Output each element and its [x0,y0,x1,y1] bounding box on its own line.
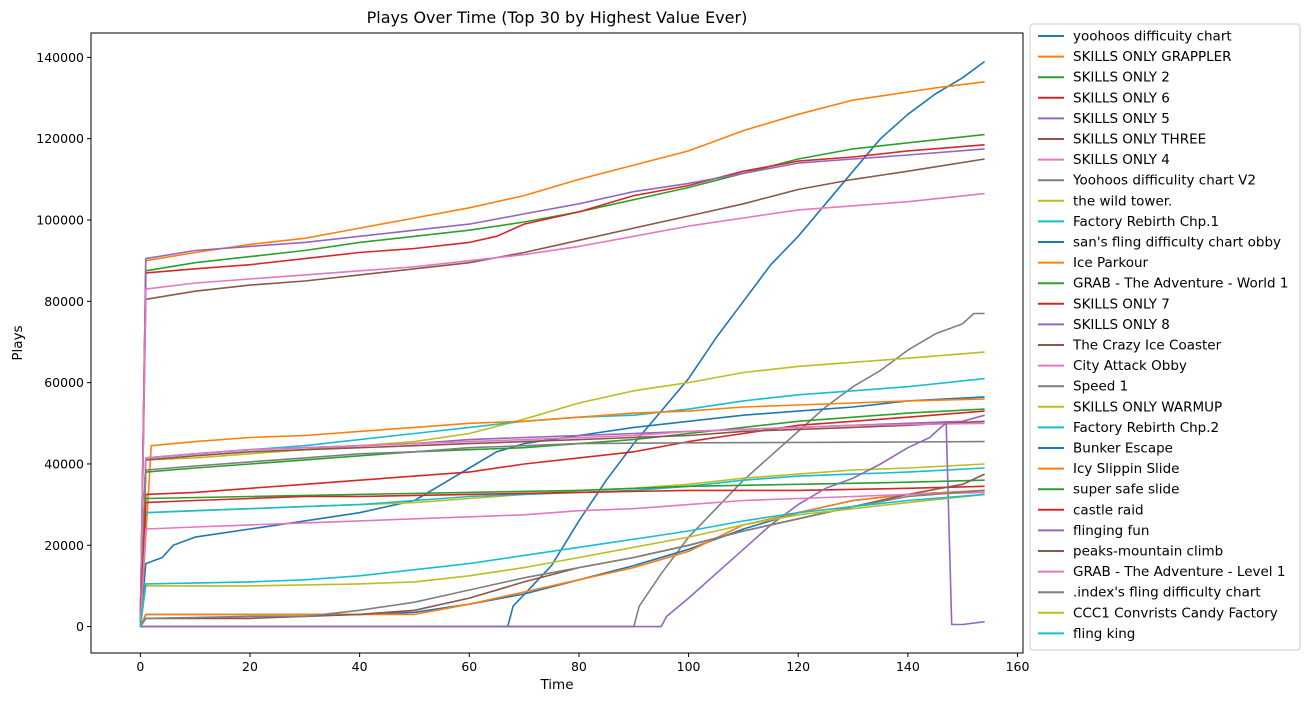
series-line-28 [139,493,985,627]
series-line-22 [139,479,985,627]
y-tick-label-7: 140000 [36,50,84,65]
legend: yoohoos difficuity chart SKILLS ONLY GRAP… [1029,23,1301,651]
legend-label-18: SKILLS ONLY WARMUP [1073,399,1222,415]
series-line-24 [140,422,985,628]
legend-label-22: super safe slide [1073,482,1179,498]
series-line-13 [139,410,985,627]
series-line-18 [139,463,985,627]
x-tick-label-1: 20 [242,659,258,674]
x-tick-label-5: 100 [677,659,701,674]
legend-label-20: Bunker Escape [1073,441,1173,457]
legend-label-1: SKILLS ONLY GRAPPLER [1073,49,1232,65]
y-axis: 0 20000 40000 60000 80000 100000 120000 140000 [36,50,91,634]
series-line-15 [139,420,985,627]
y-tick-label-6: 120000 [36,131,84,146]
legend-label-29: fling king [1073,626,1135,642]
legend-label-13: SKILLS ONLY 7 [1073,296,1170,312]
series-line-29 [139,493,985,627]
legend-label-7: Yoohoos difficulity chart V2 [1072,173,1256,189]
series-line-0 [140,60,986,628]
plot-frame [90,32,1024,654]
legend-label-15: The Crazy Ice Coaster [1072,338,1222,354]
legend-label-16: City Attack Obby [1073,358,1187,374]
series-line-7 [140,312,985,628]
legend-label-24: flinging fun [1073,523,1149,539]
legend-label-0: yoohoos difficuity chart [1073,29,1232,45]
series-line-8 [139,351,985,627]
series-line-21 [139,489,985,627]
plot-lines [139,60,986,628]
y-tick-label-0: 0 [76,619,84,634]
y-tick-label-2: 40000 [44,456,84,471]
series-line-19 [139,467,985,627]
x-tick-label-0: 0 [136,659,144,674]
legend-label-28: CCC1 Convrists Candy Factory [1073,605,1278,621]
series-line-10 [139,396,985,627]
series-line-20 [139,489,985,627]
x-tick-label-4: 80 [571,659,587,674]
legend-label-11: Ice Parkour [1073,255,1149,271]
legend-label-14: SKILLS ONLY 8 [1073,317,1170,333]
x-tick-label-8: 160 [1006,659,1030,674]
legend-label-3: SKILLS ONLY 6 [1073,90,1170,106]
legend-label-2: SKILLS ONLY 2 [1073,70,1170,86]
series-line-6 [139,192,985,627]
series-line-23 [139,485,985,627]
x-tick-label-2: 40 [352,659,368,674]
series-line-11 [139,398,985,627]
legend-label-12: GRAB - The Adventure - World 1 [1073,276,1289,292]
series-line-9 [139,377,985,627]
legend-label-6: SKILLS ONLY 4 [1073,152,1170,168]
legend-label-10: san's fling difficulty chart obby [1073,235,1281,251]
legend-label-21: Icy Slippin Slide [1073,461,1179,477]
y-tick-label-4: 80000 [44,294,84,309]
series-line-14 [139,414,985,627]
series-line-5 [139,158,985,627]
legend-label-17: Speed 1 [1073,379,1128,395]
series-line-17 [139,440,985,627]
series-line-12 [139,408,985,627]
y-axis-label: Plays [10,325,26,360]
series-line-27 [139,489,985,628]
series-line-4 [139,148,985,627]
x-tick-label-6: 120 [786,659,810,674]
y-tick-label-1: 20000 [44,538,84,553]
x-tick-label-3: 60 [461,659,477,674]
legend-label-27: .index's fling difficulty chart [1073,585,1261,601]
legend-label-19: Factory Rebirth Chp.2 [1073,420,1219,436]
series-line-2 [139,133,985,627]
series-line-3 [139,144,985,627]
x-axis: 0 20 40 60 80 100 120 140 160 [136,653,1029,674]
legend-label-5: SKILLS ONLY THREE [1073,132,1206,148]
series-line-16 [139,422,985,627]
x-axis-label: Time [539,677,573,693]
legend-label-8: the wild tower. [1073,193,1172,209]
legend-box [1029,23,1301,651]
chart-title: Plays Over Time (Top 30 by Highest Value… [367,8,748,27]
legend-label-9: Factory Rebirth Chp.1 [1073,214,1219,230]
series-line-1 [139,81,985,627]
legend-label-25: peaks-mountain climb [1073,544,1223,560]
legend-label-26: GRAB - The Adventure - Level 1 [1073,564,1285,580]
y-tick-label-3: 60000 [44,375,84,390]
legend-label-4: SKILLS ONLY 5 [1073,111,1170,127]
legend-label-23: castle raid [1073,502,1144,518]
x-tick-label-7: 140 [896,659,920,674]
series-line-26 [139,491,985,627]
y-tick-label-5: 100000 [36,213,84,228]
